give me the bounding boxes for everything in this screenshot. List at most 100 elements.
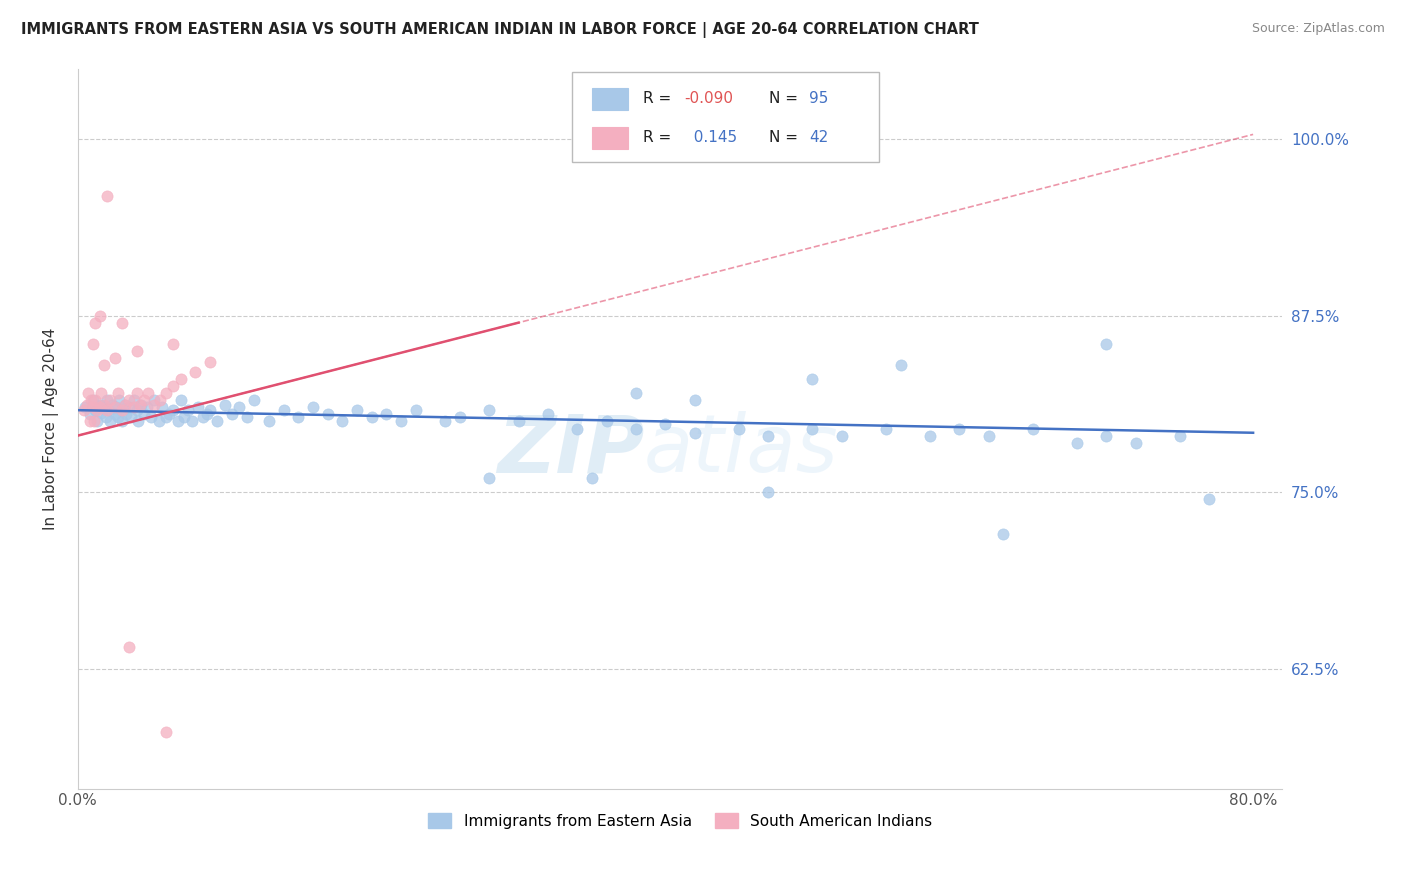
Point: [478, 471, 501, 485]
Point: [125, 343, 148, 358]
Text: N =: N =: [769, 130, 803, 145]
Legend: Immigrants from Eastern Asia, South American Indians: Immigrants from Eastern Asia, South Amer…: [422, 806, 938, 835]
Bar: [592, 88, 628, 110]
Point: [86, 414, 108, 428]
Point: [143, 398, 166, 412]
Bar: [592, 127, 628, 149]
Point: [143, 393, 166, 408]
Point: [118, 393, 141, 408]
Point: [624, 386, 647, 401]
Text: 42: 42: [808, 130, 828, 145]
Point: [728, 421, 751, 435]
Point: [141, 410, 163, 425]
Point: [654, 417, 676, 432]
Point: [80, 393, 103, 408]
Point: [77, 386, 100, 401]
Point: [115, 408, 138, 422]
Text: -0.090: -0.090: [683, 91, 733, 106]
Point: [122, 401, 145, 415]
Point: [107, 386, 129, 401]
Point: [76, 398, 98, 412]
Point: [111, 403, 134, 417]
Point: [221, 408, 243, 422]
Point: [184, 365, 207, 379]
Text: Source: ZipAtlas.com: Source: ZipAtlas.com: [1251, 22, 1385, 36]
Point: [831, 428, 853, 442]
Point: [79, 408, 101, 422]
Point: [118, 401, 141, 415]
Point: [581, 471, 603, 485]
Point: [977, 428, 1000, 442]
Point: [177, 403, 200, 417]
Point: [273, 403, 295, 417]
Point: [79, 414, 101, 428]
Point: [90, 406, 112, 420]
Point: [90, 386, 112, 401]
Y-axis label: In Labor Force | Age 20-64: In Labor Force | Age 20-64: [44, 327, 59, 530]
Point: [120, 410, 142, 425]
Point: [302, 401, 325, 415]
Point: [316, 408, 339, 422]
Text: IMMIGRANTS FROM EASTERN ASIA VS SOUTH AMERICAN INDIAN IN LABOR FORCE | AGE 20-64: IMMIGRANTS FROM EASTERN ASIA VS SOUTH AM…: [21, 22, 979, 38]
Point: [132, 393, 155, 408]
Point: [191, 410, 214, 425]
Point: [84, 403, 107, 417]
Point: [1095, 428, 1118, 442]
Point: [330, 414, 353, 428]
Point: [111, 403, 134, 417]
Point: [918, 428, 941, 442]
Point: [105, 401, 128, 415]
Point: [478, 403, 501, 417]
Point: [405, 403, 427, 417]
Point: [97, 403, 120, 417]
Point: [801, 421, 824, 435]
Point: [149, 393, 172, 408]
Point: [756, 485, 779, 500]
Point: [948, 421, 970, 435]
Point: [86, 403, 108, 417]
Text: 0.145: 0.145: [683, 130, 737, 145]
Point: [236, 410, 259, 425]
Point: [801, 372, 824, 386]
Point: [135, 401, 157, 415]
Point: [596, 414, 619, 428]
FancyBboxPatch shape: [572, 72, 879, 162]
Point: [1168, 428, 1191, 442]
Point: [375, 408, 398, 422]
Point: [129, 398, 152, 412]
Point: [111, 316, 134, 330]
Point: [257, 414, 280, 428]
Point: [1198, 492, 1220, 507]
Point: [118, 640, 141, 655]
Point: [84, 316, 107, 330]
Point: [98, 393, 121, 408]
Point: [89, 398, 111, 412]
Point: [82, 401, 104, 415]
Point: [125, 386, 148, 401]
Point: [875, 421, 897, 435]
Point: [198, 403, 221, 417]
Point: [93, 401, 115, 415]
Point: [181, 414, 204, 428]
Point: [162, 403, 184, 417]
Point: [214, 398, 236, 412]
Point: [166, 414, 188, 428]
Point: [148, 414, 170, 428]
Point: [84, 393, 107, 408]
Point: [132, 408, 155, 422]
Point: [624, 421, 647, 435]
Point: [114, 398, 136, 412]
Point: [889, 358, 911, 372]
Point: [434, 414, 457, 428]
Point: [195, 408, 218, 422]
Point: [82, 393, 104, 408]
Point: [360, 410, 382, 425]
Point: [93, 398, 115, 412]
Point: [198, 355, 221, 369]
Point: [93, 358, 115, 372]
Point: [96, 188, 118, 202]
Point: [82, 336, 104, 351]
Point: [162, 336, 184, 351]
Point: [683, 425, 706, 440]
Point: [346, 403, 368, 417]
